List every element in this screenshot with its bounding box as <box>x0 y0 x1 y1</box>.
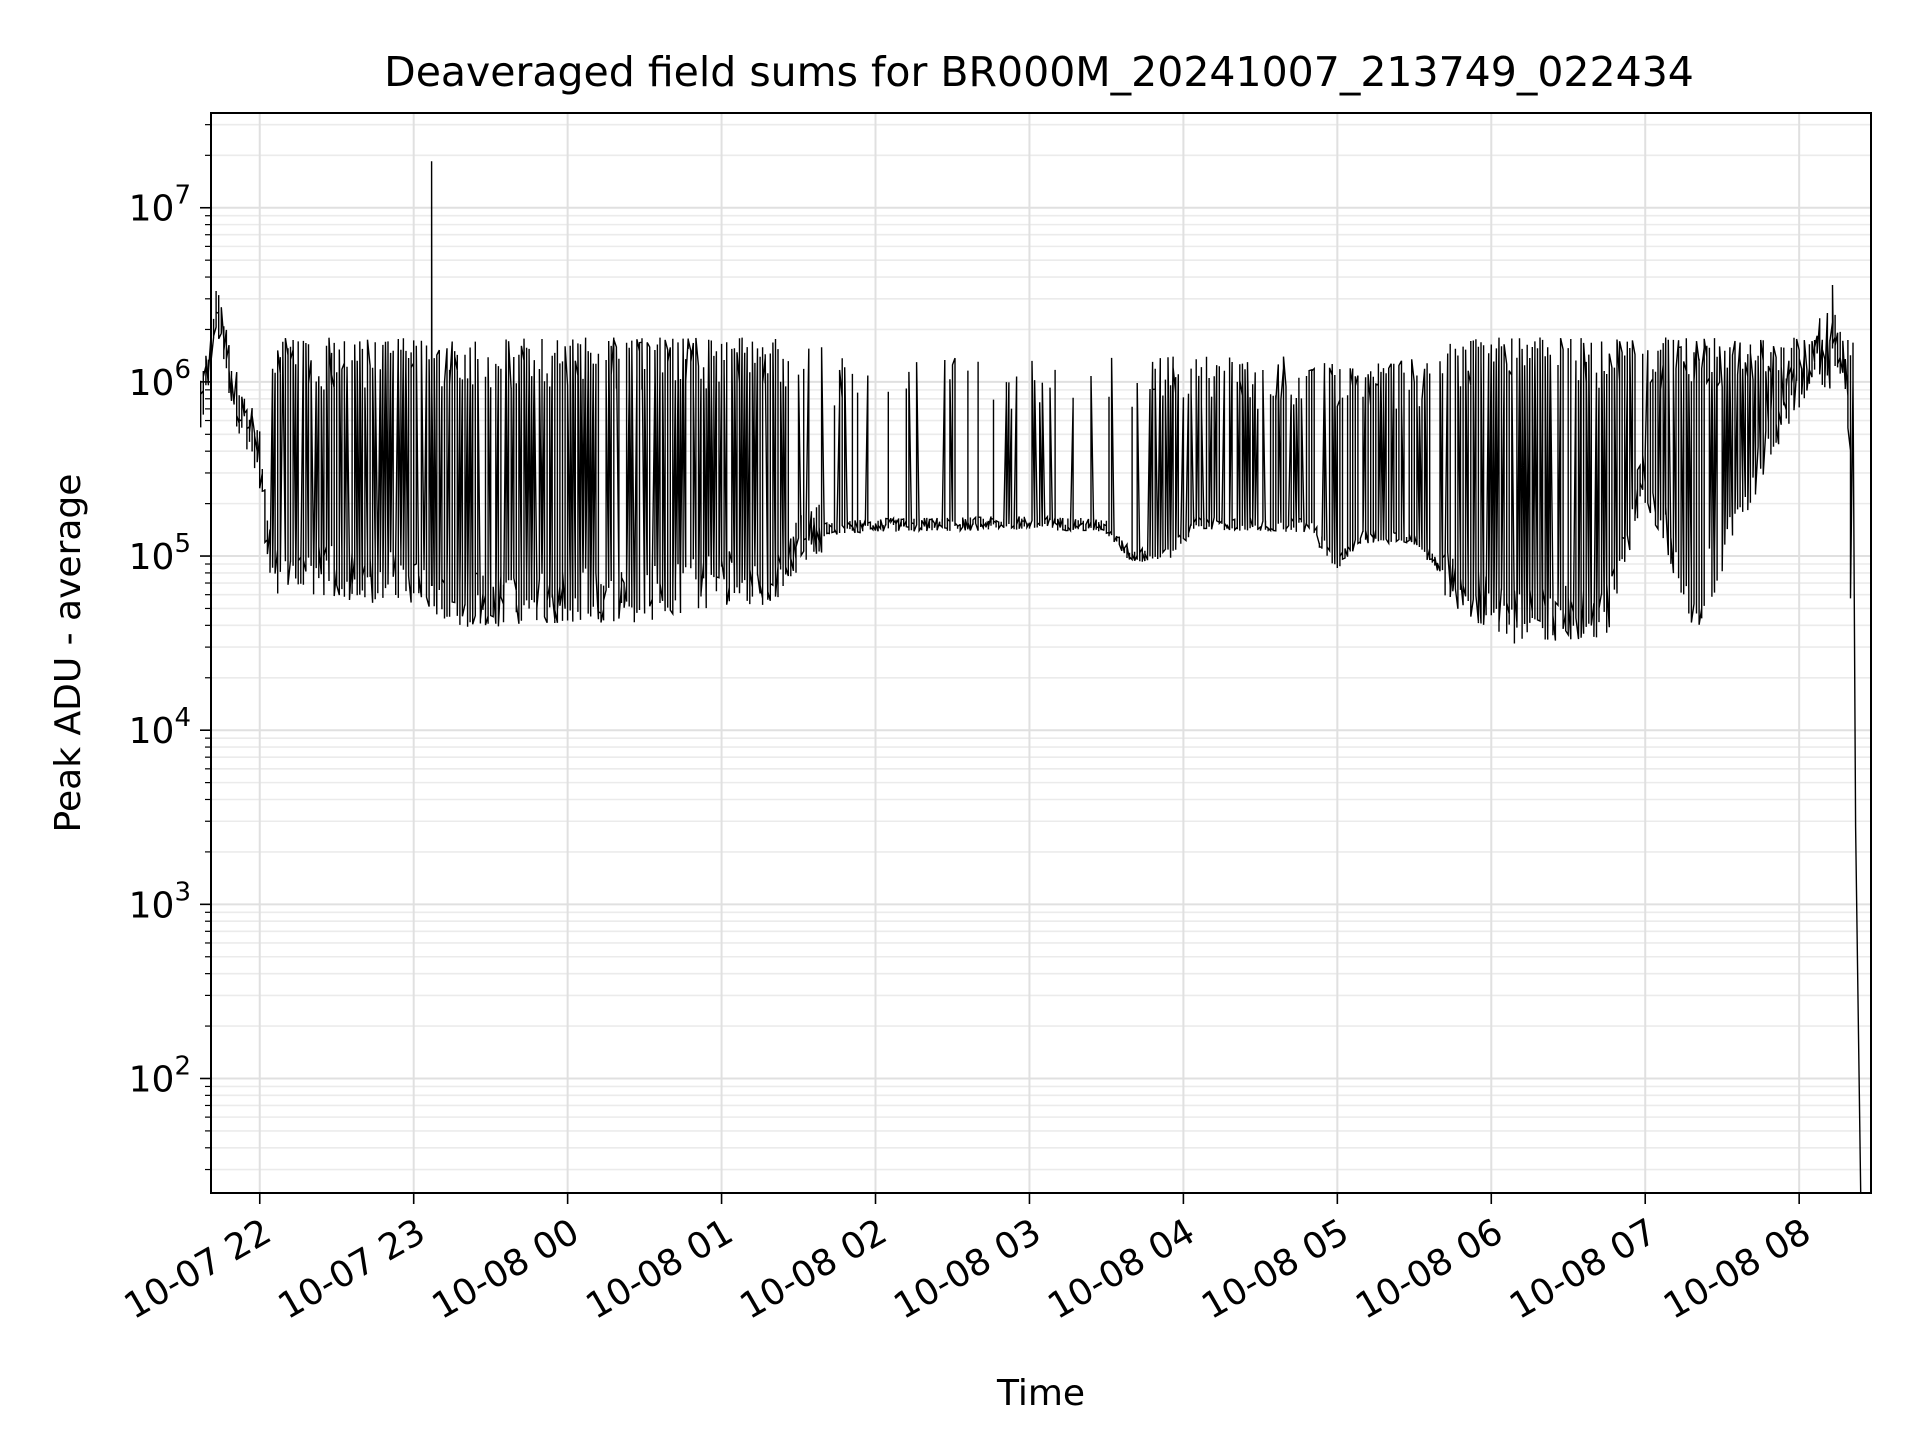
y-tick-label: 104 <box>129 703 191 752</box>
y-axis-ticks: 102 103 104 105 106 107 <box>129 124 211 1171</box>
grid-lines <box>211 113 1871 1193</box>
series-layer <box>200 161 1862 1194</box>
y-axis-label: Peak ADU - average <box>48 474 89 833</box>
axes-frame <box>210 112 1872 1194</box>
y-tick-label: 106 <box>129 355 191 404</box>
chart-title: Deaveraged field sums for BR000M_2024100… <box>384 48 1694 96</box>
y-tick-label: 105 <box>129 529 191 578</box>
x-axis-label: Time <box>996 1373 1085 1414</box>
y-tick-label: 102 <box>129 1051 191 1100</box>
axes-background <box>211 113 1871 1193</box>
y-tick-label: 103 <box>129 877 191 926</box>
series-line <box>200 161 1862 1194</box>
y-tick-label: 107 <box>129 181 191 230</box>
